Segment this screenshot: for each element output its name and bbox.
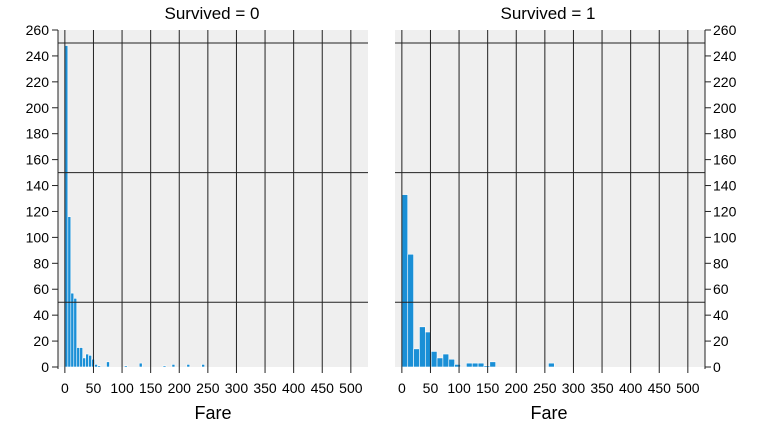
y-tick-label: 40 <box>33 307 49 323</box>
y-tick-label: 100 <box>713 229 737 245</box>
y-tick-label: 200 <box>26 100 50 116</box>
histogram-bar <box>106 361 110 368</box>
x-tick-label: 200 <box>168 380 192 396</box>
y-tick-label: 60 <box>33 281 49 297</box>
y-tick-label: 60 <box>713 281 729 297</box>
y-tick-label: 180 <box>26 126 50 142</box>
histogram-bar <box>419 326 426 368</box>
y-tick-label: 140 <box>26 178 50 194</box>
y-tick-label: 140 <box>713 178 737 194</box>
x-tick-label: 400 <box>282 380 306 396</box>
y-tick-label: 180 <box>713 126 737 142</box>
y-tick-label: 20 <box>33 333 49 349</box>
histogram-bar <box>76 347 81 368</box>
histogram-bar <box>70 292 75 368</box>
histogram-bar <box>88 355 92 368</box>
histogram-bar <box>413 348 420 368</box>
x-tick-label: 500 <box>676 380 700 396</box>
histogram-bar <box>407 253 414 368</box>
x-tick-label: 500 <box>339 380 363 396</box>
histogram-bar <box>79 347 84 368</box>
histogram-bar <box>73 298 78 368</box>
histogram-bar <box>94 364 98 368</box>
y-tick-label: 40 <box>713 307 729 323</box>
histogram-bar <box>85 353 89 368</box>
x-tick-label: 450 <box>648 380 672 396</box>
y-tick-label: 120 <box>713 203 737 219</box>
x-tick-label: 100 <box>110 380 134 396</box>
histogram-bar <box>401 194 409 368</box>
plot-background <box>58 30 368 367</box>
histogram-bar <box>477 362 485 368</box>
x-tick-label: 250 <box>533 380 557 396</box>
histogram-bar <box>466 362 473 368</box>
y-tick-label: 240 <box>713 48 737 64</box>
x-tick-label: 250 <box>196 380 220 396</box>
x-tick-label: 300 <box>562 380 586 396</box>
histogram-bar <box>82 357 86 368</box>
x-tick-label: 350 <box>590 380 614 396</box>
x-tick-label: 350 <box>253 380 277 396</box>
histogram-bar <box>138 362 143 368</box>
panel-title: Survived = 1 <box>501 4 596 23</box>
y-tick-label: 100 <box>26 229 50 245</box>
y-tick-label: 260 <box>26 22 50 38</box>
x-tick-label: 200 <box>505 380 529 396</box>
histogram-bar <box>430 351 438 368</box>
histogram-bar <box>454 364 461 368</box>
histogram-bar <box>436 357 444 368</box>
histogram-bar <box>201 364 205 368</box>
panel-survived-0: Survived = 0 Fare 0 50 100 150 200 250 300 350 4… <box>26 4 368 423</box>
x-tick-label: 450 <box>311 380 335 396</box>
x-tick-label: 300 <box>225 380 249 396</box>
y-tick-label: 120 <box>26 203 50 219</box>
y-tick-label: 160 <box>26 152 50 168</box>
x-axis-label: Fare <box>530 403 567 423</box>
histogram-bar <box>442 353 450 368</box>
plot-background <box>395 30 705 367</box>
y-tick-label: 220 <box>26 74 50 90</box>
x-axis-label: Fare <box>194 403 231 423</box>
y-tick-label: 0 <box>713 359 721 375</box>
histogram-bar <box>448 358 455 368</box>
histogram-bar <box>483 365 491 368</box>
x-tick-label: 50 <box>86 380 102 396</box>
histogram-bar <box>67 216 72 368</box>
y-tick-label: 80 <box>33 255 49 271</box>
y-tick-label: 200 <box>713 100 737 116</box>
x-tick-label: 0 <box>61 380 69 396</box>
x-tick-label: 0 <box>398 380 406 396</box>
histogram-bar <box>425 331 432 368</box>
panel-title: Survived = 0 <box>165 4 260 23</box>
histogram-bar <box>471 362 479 368</box>
histogram-bar <box>171 364 176 368</box>
histogram-bar <box>186 364 191 368</box>
x-tick-label: 150 <box>476 380 500 396</box>
x-tick-label: 50 <box>423 380 439 396</box>
x-tick-label: 400 <box>619 380 643 396</box>
y-tick-label: 80 <box>713 255 729 271</box>
histogram-bar <box>124 365 128 368</box>
y-tick-label: 260 <box>713 22 737 38</box>
y-tick-label: 160 <box>713 152 737 168</box>
histogram-bar <box>162 365 167 368</box>
y-tick-label: 220 <box>713 74 737 90</box>
histogram-bar <box>489 361 496 368</box>
y-tick-label: 20 <box>713 333 729 349</box>
histogram-bar <box>548 362 555 368</box>
panel-survived-1: Survived = 1 Fare 0 50 100 150 200 250 300 350 4… <box>395 4 737 423</box>
x-tick-label: 150 <box>139 380 163 396</box>
y-tick-label: 0 <box>41 359 49 375</box>
x-tick-label: 100 <box>447 380 471 396</box>
histogram-bar <box>97 365 101 368</box>
y-tick-label: 240 <box>26 48 50 64</box>
